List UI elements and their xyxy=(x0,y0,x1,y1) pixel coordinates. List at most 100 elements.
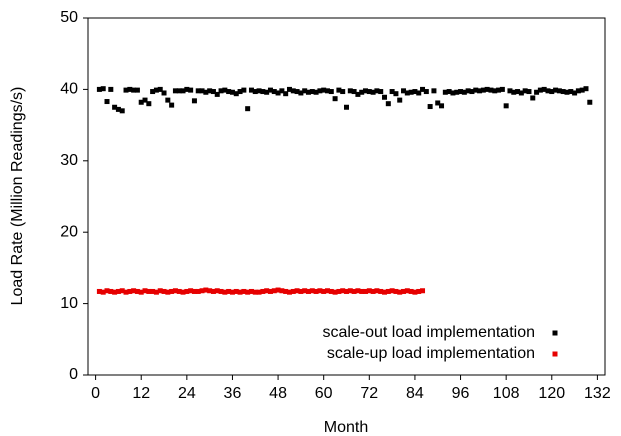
point xyxy=(207,88,213,94)
point xyxy=(161,90,167,96)
point xyxy=(298,288,304,294)
point xyxy=(420,288,426,294)
point xyxy=(423,89,429,95)
point xyxy=(385,101,391,107)
point xyxy=(286,289,292,295)
point xyxy=(556,88,562,94)
point xyxy=(340,288,346,294)
point xyxy=(188,288,194,294)
point xyxy=(397,289,403,295)
point xyxy=(583,86,589,92)
point xyxy=(256,88,262,94)
point xyxy=(119,108,125,114)
x-tick-label: 36 xyxy=(224,385,242,402)
point xyxy=(439,103,445,109)
point xyxy=(108,86,114,92)
legend-label: scale-up load implementation xyxy=(327,345,535,362)
point xyxy=(374,288,380,294)
x-tick-label: 0 xyxy=(91,385,100,402)
point xyxy=(119,288,125,294)
point xyxy=(347,288,353,294)
point xyxy=(385,288,391,294)
point xyxy=(267,288,273,294)
point xyxy=(317,88,323,94)
point xyxy=(195,288,201,294)
point xyxy=(309,89,315,95)
point xyxy=(408,89,414,95)
point xyxy=(237,289,243,295)
legend-label: scale-out load implementation xyxy=(322,324,535,341)
point xyxy=(332,289,338,295)
point xyxy=(522,88,528,94)
point xyxy=(222,289,228,295)
point xyxy=(564,89,570,95)
point xyxy=(176,288,182,294)
point xyxy=(382,94,388,100)
point xyxy=(294,89,300,95)
point xyxy=(454,89,460,95)
point xyxy=(195,88,201,94)
point xyxy=(153,289,159,295)
point xyxy=(298,90,304,96)
point xyxy=(370,288,376,294)
point xyxy=(416,90,422,96)
point xyxy=(309,288,315,294)
point xyxy=(271,89,277,95)
point xyxy=(370,89,376,95)
point xyxy=(210,288,216,294)
point xyxy=(210,89,216,95)
point xyxy=(131,87,137,93)
point xyxy=(161,288,167,294)
point xyxy=(169,102,175,108)
point xyxy=(134,288,140,294)
point xyxy=(233,91,239,97)
point xyxy=(180,289,186,295)
point xyxy=(537,87,543,93)
point xyxy=(442,89,448,95)
plot-frame xyxy=(87,17,606,376)
point xyxy=(340,89,346,95)
point xyxy=(458,89,464,95)
point xyxy=(568,89,574,95)
point xyxy=(416,288,422,294)
point xyxy=(404,90,410,96)
point xyxy=(104,99,110,105)
x-tick-label: 132 xyxy=(584,385,611,402)
point xyxy=(150,89,156,95)
point xyxy=(336,288,342,294)
x-axis-label: Month xyxy=(324,419,368,436)
point xyxy=(100,289,106,295)
x-tick-label: 12 xyxy=(132,385,150,402)
point xyxy=(260,288,266,294)
point xyxy=(366,288,372,294)
point xyxy=(229,89,235,95)
point xyxy=(366,89,372,95)
point xyxy=(328,288,334,294)
point xyxy=(207,288,213,294)
point xyxy=(579,87,585,93)
point xyxy=(199,88,205,94)
point xyxy=(222,87,228,93)
point xyxy=(226,288,232,294)
x-tick-label: 84 xyxy=(406,385,424,402)
point xyxy=(560,89,566,95)
point xyxy=(401,88,407,94)
point xyxy=(363,88,369,94)
point xyxy=(100,86,106,92)
point xyxy=(518,90,524,96)
point xyxy=(515,89,521,95)
point xyxy=(545,88,551,94)
point xyxy=(199,288,205,294)
point xyxy=(389,89,395,95)
point xyxy=(191,288,197,294)
point xyxy=(252,89,258,95)
point xyxy=(96,86,102,92)
point xyxy=(511,89,517,95)
point xyxy=(131,288,137,294)
point xyxy=(461,89,467,95)
point xyxy=(283,91,289,97)
point xyxy=(123,289,129,295)
point xyxy=(363,288,369,294)
point xyxy=(530,95,536,101)
point xyxy=(355,91,361,97)
